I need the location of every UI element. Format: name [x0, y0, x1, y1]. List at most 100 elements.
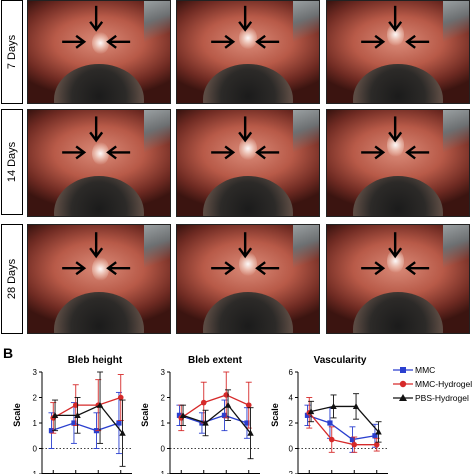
data-point	[327, 420, 333, 426]
arrow-overlay	[62, 232, 131, 276]
arrow-right-head-icon	[75, 261, 87, 276]
data-point	[330, 403, 337, 410]
arrow-overlay	[211, 232, 280, 276]
series-line	[52, 396, 121, 419]
data-point	[71, 420, 77, 426]
arrow-left-head-icon	[255, 145, 266, 160]
y-tick-label: 1	[33, 419, 38, 428]
chart-bleb-extent: -1 0 1 2 3	[158, 368, 260, 474]
arrow-down-head-icon	[238, 131, 253, 143]
series-line	[310, 405, 380, 433]
series-line	[308, 412, 377, 446]
arrow-left-head-icon	[255, 34, 266, 49]
eye-photo-r2-c2	[176, 109, 320, 217]
y-tick-label: 3	[33, 368, 38, 377]
speculum-region	[443, 225, 469, 274]
arrow-right-head-icon	[374, 145, 386, 160]
arrow-left-head-icon	[106, 145, 117, 160]
legend-label-pbs-hydrogel: PBS-Hydrogel	[415, 393, 469, 403]
speculum-region	[144, 110, 170, 158]
arrow-overlay	[211, 116, 280, 160]
series-line	[51, 422, 120, 432]
data-point	[375, 428, 382, 435]
data-point	[179, 411, 187, 418]
y-axis-label-1: Scale	[12, 403, 22, 427]
chart-title-vascularity: Vascularity	[313, 355, 367, 366]
y-tick-label: 1	[161, 419, 166, 428]
data-point	[373, 441, 380, 448]
legend-item-mmc-hydrogel: MMC-Hydrogel	[393, 377, 472, 391]
y-tick-label: -1	[30, 470, 38, 474]
bleb-glare	[239, 136, 257, 160]
eye-photo-r3-c2	[176, 224, 320, 334]
data-point	[328, 436, 335, 443]
bleb-glare	[239, 252, 257, 276]
bleb-glare	[91, 31, 109, 55]
legend-marker-mmc	[393, 367, 413, 373]
arrow-overlay	[361, 5, 430, 49]
legend-item-mmc: MMC	[393, 363, 472, 377]
y-tick-label: 2	[289, 419, 294, 428]
series-pbs-hydrogel	[51, 371, 126, 467]
row-label-text: 14 Days	[6, 141, 19, 183]
eye-photo-r1-c2	[176, 0, 320, 104]
data-point	[176, 412, 183, 418]
arrow-left-head-icon	[405, 34, 416, 49]
chart-title-bleb-extent: Bleb extent	[188, 355, 242, 366]
data-point	[245, 402, 252, 408]
arrow-right-head-icon	[224, 145, 236, 160]
arrow-overlay	[62, 116, 131, 160]
bleb-glare	[91, 141, 109, 166]
y-tick-label: 0	[161, 445, 166, 454]
data-point	[352, 403, 360, 410]
series-mmc-hydrogel	[178, 371, 252, 432]
row-label-28-days: 28 Days	[1, 224, 23, 334]
y-tick-label: 3	[161, 368, 166, 377]
eye-photo-r3-c3	[326, 224, 470, 334]
data-point	[247, 429, 254, 436]
series-pbs-hydrogel	[179, 389, 254, 460]
y-tick-label: -2	[286, 470, 294, 474]
bleb-glare	[91, 257, 109, 282]
series-line	[55, 404, 124, 434]
arrow-left-head-icon	[106, 261, 117, 276]
speculum-region	[293, 225, 319, 274]
data-point	[304, 412, 311, 418]
eye-photo-r2-c1	[27, 109, 171, 217]
arrow-left-head-icon	[405, 145, 416, 160]
bleb-glare	[239, 26, 257, 49]
row-label-text: 7 Days	[6, 34, 18, 70]
arrow-down-head-icon	[89, 131, 104, 143]
legend-marker-mmc-hydrogel	[393, 380, 413, 388]
legend-marker-pbs-hydrogel	[393, 394, 413, 401]
eye-photo-r2-c3	[326, 109, 470, 217]
series-mmc-hydrogel	[306, 397, 380, 453]
data-point	[202, 419, 209, 426]
speculum-region	[293, 1, 319, 47]
arrow-overlay	[361, 116, 430, 160]
panel-b-letter: B	[3, 345, 14, 361]
chart-vascularity: -2 0 2 4 6	[286, 368, 388, 474]
y-tick-label: 2	[33, 394, 38, 403]
row-label-7-days: 7 Days	[1, 0, 23, 104]
data-point	[244, 420, 250, 426]
arrow-left-head-icon	[255, 261, 266, 276]
eye-photo-r1-c1	[27, 0, 171, 104]
arrow-right-head-icon	[224, 261, 236, 276]
data-point	[119, 429, 126, 436]
y-tick-label: 4	[289, 394, 294, 403]
bleb-glare	[386, 248, 404, 273]
eye-photo-r3-c1	[27, 224, 171, 334]
legend: MMC MMC-Hydrogel PBS-Hydrogel	[393, 363, 472, 405]
arrow-down-head-icon	[238, 21, 253, 32]
data-point	[96, 401, 104, 408]
data-point	[74, 411, 81, 418]
arrow-right-head-icon	[75, 145, 87, 160]
arrow-right-head-icon	[224, 34, 236, 49]
legend-label-mmc-hydrogel: MMC-Hydrogel	[415, 379, 473, 389]
series-line	[307, 414, 376, 441]
chart-bleb-height: -1 0 1 2 3	[30, 368, 132, 474]
arrow-down-head-icon	[388, 247, 403, 259]
row-label-text: 28 Days	[6, 258, 19, 300]
arrow-right-head-icon	[374, 261, 386, 276]
